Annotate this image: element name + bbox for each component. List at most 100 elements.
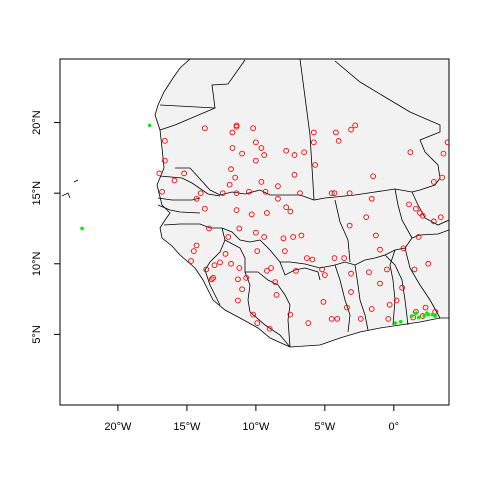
station-point (193, 242, 200, 249)
station-point (190, 248, 197, 254)
station-point (254, 320, 261, 326)
station-point (262, 188, 269, 195)
station-point (419, 212, 426, 219)
y-tick-label: 15°N (31, 181, 43, 206)
station-point (341, 255, 348, 261)
station-point (156, 170, 163, 177)
station-point (310, 139, 317, 146)
station-point (171, 177, 178, 184)
station-point (334, 316, 341, 322)
station-point (236, 265, 243, 271)
station-point (320, 299, 327, 305)
border-4 (175, 167, 315, 201)
station-point (366, 269, 372, 276)
station-point (413, 205, 419, 212)
border-9 (204, 227, 226, 306)
station-point (197, 190, 204, 197)
station-point (250, 311, 256, 318)
border-3 (299, 59, 441, 201)
station-point (206, 225, 212, 232)
station-point (322, 272, 328, 278)
station-point (253, 229, 259, 236)
station-point (348, 126, 354, 133)
station-point (254, 248, 261, 254)
land-layer (61, 59, 449, 348)
station-point (370, 173, 376, 180)
station-point (275, 183, 281, 189)
station-point (208, 276, 215, 283)
station-point (400, 245, 407, 252)
station-point (181, 170, 187, 177)
station-point (291, 152, 298, 158)
x-tick-label: 20°W (104, 421, 132, 433)
border-21 (249, 311, 291, 348)
station-point (264, 210, 270, 216)
station-point (235, 276, 241, 283)
island-2 (73, 179, 79, 183)
highlight-point (147, 123, 152, 128)
border-17 (389, 249, 396, 326)
border-1 (159, 59, 246, 109)
y-tick-label: 10°N (31, 251, 43, 276)
station-point (328, 316, 335, 322)
station-point (437, 214, 444, 221)
station-point (368, 195, 375, 202)
station-point (384, 266, 390, 273)
border-14 (354, 264, 369, 331)
x-tick-label: 5°W (314, 421, 336, 433)
station-point (393, 297, 400, 304)
station-point (268, 265, 274, 271)
station-point (425, 260, 432, 267)
station-point (368, 306, 375, 312)
border-18 (334, 199, 351, 263)
highlight-point (433, 314, 438, 318)
station-point (239, 150, 245, 157)
station-point (298, 232, 305, 239)
station-point (233, 190, 240, 197)
station-point (407, 149, 414, 156)
station-point (266, 325, 273, 332)
station-point (430, 179, 437, 185)
station-point (352, 122, 359, 129)
highlight-point (398, 319, 403, 324)
station-point (261, 152, 268, 158)
border-12 (279, 261, 321, 281)
border-20 (411, 191, 449, 226)
station-point (275, 195, 281, 202)
station-point (264, 267, 270, 274)
station-point (411, 266, 418, 273)
y-axis: 5°N 10°N 15°N 20°N (31, 110, 60, 344)
station-point (222, 251, 229, 257)
station-point (229, 129, 236, 136)
highlight-point (416, 315, 421, 320)
station-point (228, 166, 234, 173)
station-point (283, 204, 290, 211)
station-point (346, 190, 353, 197)
plot-frame (59, 58, 450, 406)
highlight-point (393, 321, 398, 325)
station-point (333, 129, 339, 136)
station-point (386, 301, 393, 308)
station-point (239, 286, 245, 293)
station-point (344, 304, 350, 311)
station-point (226, 181, 233, 188)
station-point (235, 297, 241, 304)
highlight-point (80, 226, 84, 231)
station-point (201, 125, 208, 132)
station-point (444, 139, 449, 146)
station-point (225, 234, 232, 240)
x-axis: 20°W 15°W 10°W 5°W 0° (104, 405, 399, 433)
station-point (229, 145, 236, 151)
station-point (211, 262, 218, 269)
highlight-point (425, 311, 429, 316)
station-point (210, 275, 216, 281)
station-point (283, 147, 290, 154)
border-6 (157, 197, 201, 201)
station-point (310, 129, 317, 136)
station-point (281, 248, 288, 254)
station-point (430, 218, 437, 225)
border-16 (404, 247, 441, 319)
station-point (440, 150, 447, 157)
station-point (331, 190, 338, 197)
